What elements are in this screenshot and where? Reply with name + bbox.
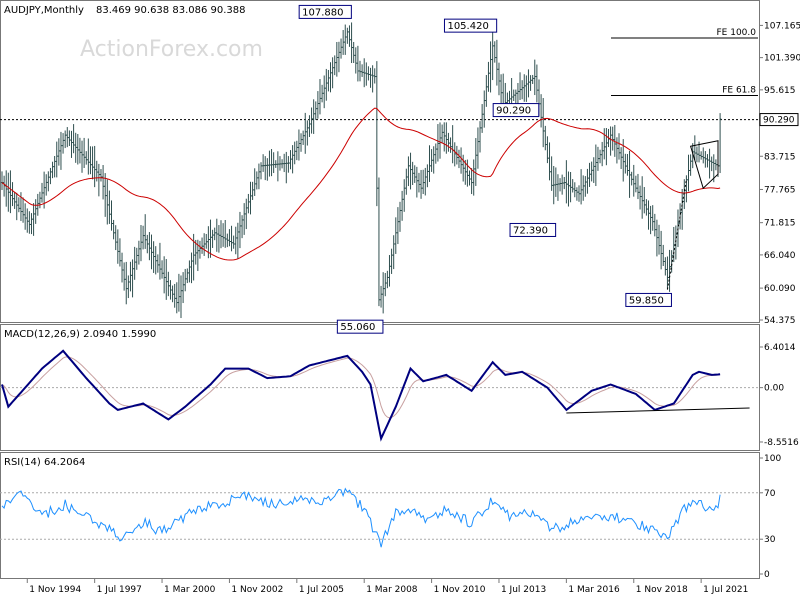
- rsi-y-tick-label: 100: [764, 454, 781, 464]
- price-y-tick-label: 54.375: [764, 316, 796, 326]
- last-price-label: 90.290: [763, 116, 795, 126]
- macd-line: [1, 349, 721, 442]
- x-tick-label: 1 Nov 1994: [29, 585, 81, 595]
- x-tick-label: 1 Jul 2005: [299, 585, 344, 595]
- x-tick-label: 1 Nov 2002: [231, 585, 283, 595]
- macd-y-tick-label: 0.00: [764, 384, 784, 394]
- macd-y-tick-label: -8.5516: [764, 438, 799, 448]
- rsi-y-tick-label: 0: [764, 570, 770, 580]
- x-tick-label: 1 Nov 2010: [434, 585, 486, 595]
- price-panel-frame: [0, 0, 760, 323]
- last-price-box: [759, 113, 799, 127]
- price-label: 59.850: [629, 295, 664, 306]
- watermark: ActionForex.com: [80, 37, 263, 62]
- rsi-y-tick-label: 70: [764, 489, 776, 499]
- macd-title: MACD(12,26,9) 2.0940 1.5990: [4, 329, 156, 340]
- rsi-line: [1, 487, 721, 548]
- price-label-box: [509, 222, 557, 237]
- x-tick-label: 1 Mar 2016: [568, 585, 620, 595]
- x-tick-label: 1 Nov 2018: [636, 585, 688, 595]
- triangle-pattern: [689, 140, 719, 190]
- x-tick-label: 1 Jul 1997: [97, 585, 142, 595]
- x-tick-label: 1 Mar 2008: [366, 585, 418, 595]
- macd-y-tick-label: 6.4014: [764, 343, 796, 353]
- x-tick-label: 1 Mar 2000: [164, 585, 216, 595]
- price-y-tick-label: 83.715: [764, 152, 796, 162]
- price-label-box: [336, 319, 384, 334]
- price-label-box: [625, 292, 672, 307]
- price-label-box: [492, 103, 540, 118]
- price-label-box: [298, 4, 352, 19]
- ohlc-label: 83.469 90.638 83.086 90.388: [96, 5, 246, 16]
- macd-signal-line: [1, 356, 721, 419]
- rsi-title: RSI(14) 64.2064: [4, 457, 85, 468]
- fibonacci-label: FE 100.0: [717, 28, 757, 38]
- x-tick-label: 1 Jul 2013: [501, 585, 546, 595]
- price-y-tick-label: 71.815: [764, 219, 796, 229]
- price-y-tick-label: 107.165: [764, 21, 800, 31]
- trend-line: [666, 179, 687, 290]
- price-y-tick-label: 60.090: [764, 284, 796, 294]
- price-label: 72.390: [513, 225, 548, 236]
- price-label-box: [443, 18, 498, 33]
- macd-trendline: [566, 407, 750, 414]
- rsi-panel-frame: [0, 452, 760, 579]
- price-y-tick-label: 66.040: [764, 251, 796, 261]
- price-label: 90.290: [496, 106, 531, 117]
- price-y-tick-label: 95.615: [764, 86, 796, 96]
- price-label: 107.880: [302, 7, 343, 18]
- fibonacci-label: FE 61.8: [722, 86, 756, 96]
- price-y-tick-label: 77.765: [764, 185, 796, 195]
- price-y-tick-label: 101.390: [764, 54, 800, 64]
- price-label: 55.060: [340, 322, 375, 333]
- rsi-y-tick-label: 30: [764, 535, 776, 545]
- price-label: 105.420: [447, 21, 488, 32]
- moving-average-line: [1, 107, 721, 261]
- symbol-label: AUDJPY,Monthly: [4, 5, 84, 16]
- x-tick-label: 1 Jul 2021: [703, 585, 748, 595]
